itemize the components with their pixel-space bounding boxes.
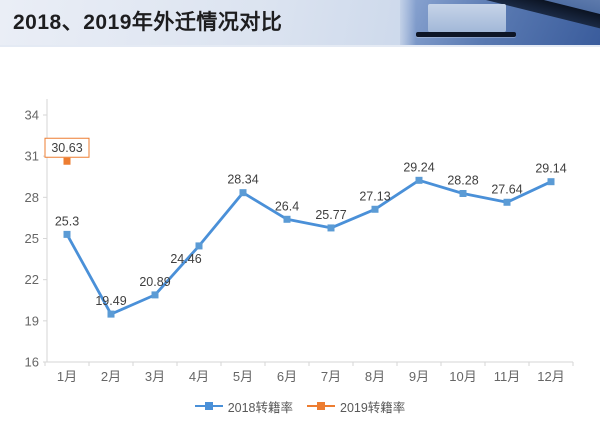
- y-tick-label: 34: [25, 108, 39, 123]
- value-label-2018: 28.34: [227, 173, 258, 187]
- value-label-2018: 27.13: [359, 189, 390, 203]
- y-tick-label: 25: [25, 231, 39, 246]
- x-tick-label: 9月: [409, 369, 429, 384]
- x-tick-label: 2月: [101, 369, 121, 384]
- x-tick-label: 7月: [321, 369, 341, 384]
- value-label-2018: 19.49: [95, 294, 126, 308]
- value-label-2018: 25.77: [315, 208, 346, 222]
- legend-marker-2018-icon: [194, 402, 223, 410]
- data-point-marker-2018: [503, 198, 511, 206]
- x-tick-label: 11月: [494, 369, 521, 384]
- legend-label-2019: 2019转籍率: [340, 400, 406, 415]
- y-tick-label: 28: [25, 190, 39, 205]
- value-label-2018: 20.89: [139, 275, 170, 289]
- data-point-marker-2018: [415, 176, 423, 184]
- y-tick-label: 19: [25, 313, 39, 328]
- data-point-marker-2018: [107, 310, 115, 318]
- data-point-marker-2018: [547, 178, 555, 186]
- x-tick-label: 12月: [537, 369, 564, 384]
- value-label-2019: 30.63: [51, 141, 82, 155]
- header-banner: 2018、2019年外迁情况对比: [0, 0, 600, 47]
- value-label-2018: 29.14: [535, 162, 566, 176]
- data-point-marker-2018: [63, 230, 71, 238]
- migration-line-chart: 16 19 22 25 28 31 34 1月 2月 3月 4月 5月 6月 7月 8月 9月 10月 11月 12…: [25, 99, 574, 384]
- legend-label-2018: 2018转籍率: [227, 400, 293, 415]
- y-tick-label: 16: [25, 355, 39, 370]
- data-point-marker-2018: [327, 224, 335, 232]
- data-point-marker-2018: [151, 291, 159, 299]
- data-point-marker-2018: [239, 189, 247, 197]
- data-point-marker-2018: [283, 215, 291, 223]
- series-line-2018: [65, 178, 553, 316]
- laptops-photo: [400, 0, 600, 45]
- data-point-marker-2018: [195, 242, 203, 250]
- value-label-2018: 24.46: [170, 252, 201, 266]
- y-tick-label: 22: [25, 272, 39, 287]
- chart-legend: 2018转籍率 2019转籍率: [0, 396, 600, 416]
- x-tick-label: 1月: [57, 369, 77, 384]
- value-label-2018: 28.28: [447, 173, 478, 187]
- y-tick-label: 31: [25, 149, 39, 164]
- legend-marker-2019-icon: [307, 402, 335, 410]
- legend-item-2018: 2018转籍率: [194, 397, 293, 416]
- data-point-marker-2019: [63, 157, 71, 165]
- value-label-2018: 27.64: [491, 182, 522, 196]
- x-tick-label: 10月: [449, 369, 476, 384]
- data-point-marker-2018: [371, 205, 379, 213]
- value-label-2018: 26.4: [275, 199, 299, 213]
- x-tick-label: 6月: [277, 369, 297, 384]
- laptop-base-shape: [416, 32, 516, 37]
- page-title: 2018、2019年外迁情况对比: [13, 11, 283, 34]
- x-tick-label: 5月: [233, 369, 253, 384]
- legend-item-2019: 2019转籍率: [307, 397, 405, 416]
- laptop-screen-shape: [428, 4, 506, 32]
- x-tick-label: 8月: [365, 369, 385, 384]
- value-label-2018: 25.3: [55, 214, 79, 228]
- data-point-marker-2018: [459, 189, 467, 197]
- x-tick-label: 3月: [145, 369, 165, 384]
- annotated-value-box: [44, 137, 90, 158]
- x-tick-label: 4月: [189, 369, 209, 384]
- value-label-2018: 29.24: [403, 160, 434, 174]
